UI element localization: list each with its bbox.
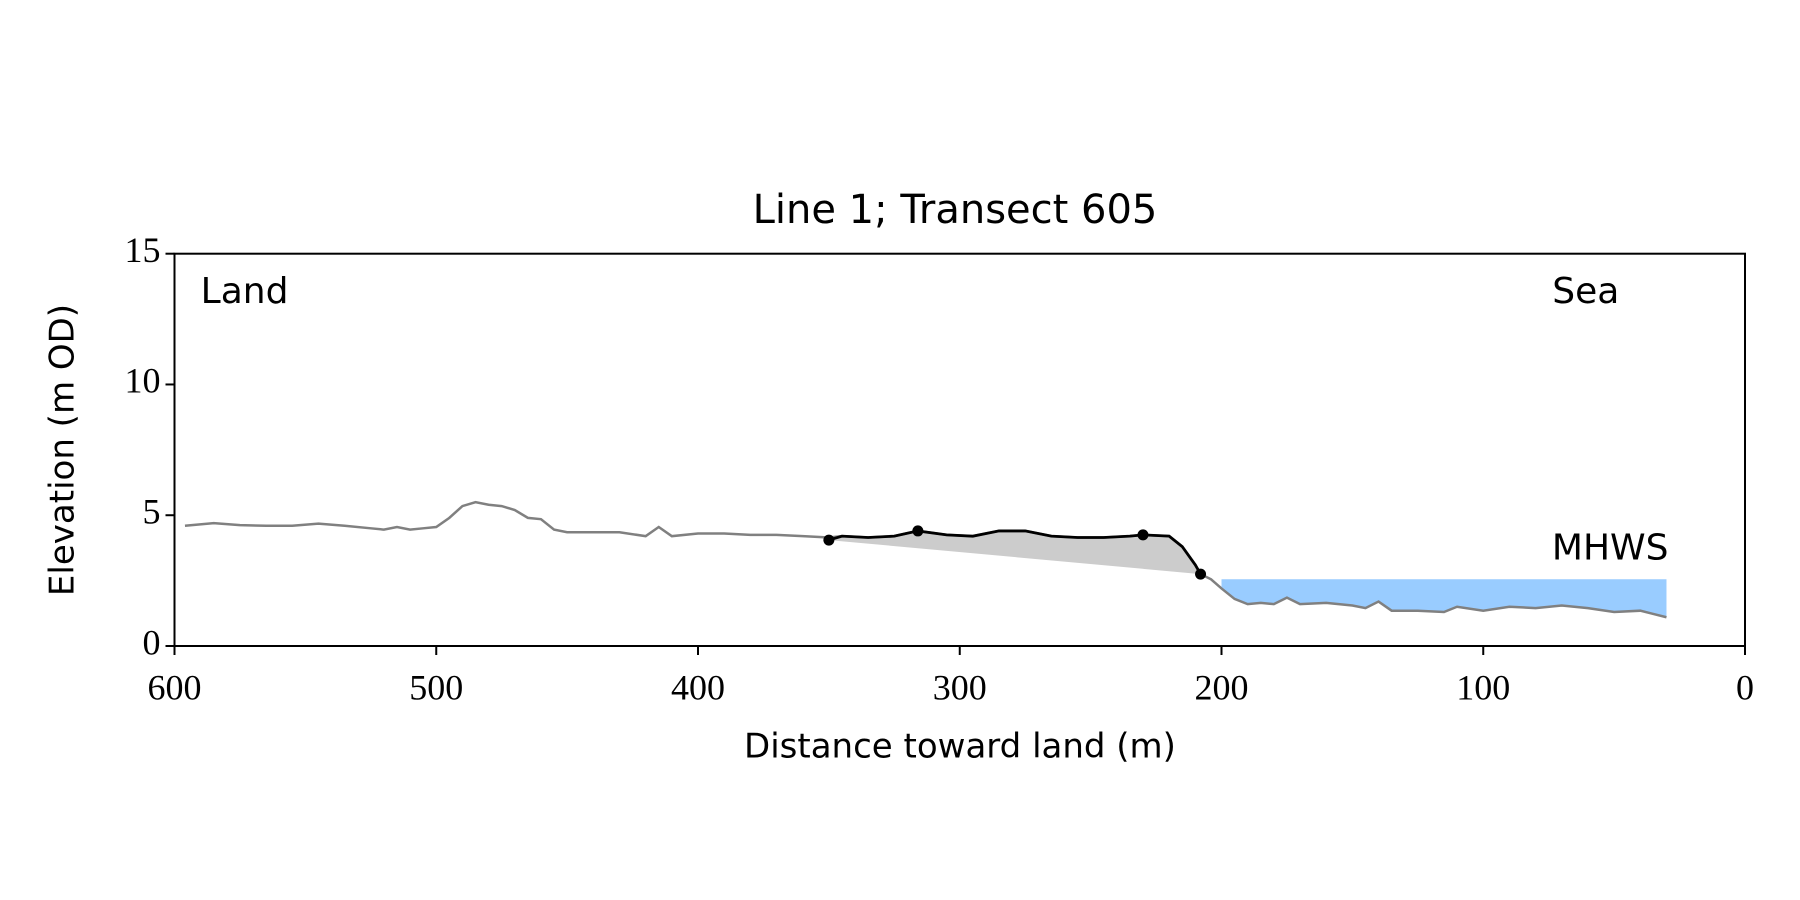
x-tick-label: 600 <box>148 667 202 707</box>
y-tick-label: 0 <box>143 622 161 662</box>
berm-fill <box>828 530 1201 575</box>
y-axis-label: Elevation (m OD) <box>43 304 83 596</box>
x-tick-label: 200 <box>1195 667 1249 707</box>
point <box>912 525 924 537</box>
y-tick-label: 15 <box>125 230 161 270</box>
annotation: Sea <box>1552 271 1619 312</box>
x-tick-label: 0 <box>1736 667 1754 707</box>
x-tick-label: 300 <box>933 667 987 707</box>
mhws-fill <box>1221 579 1667 618</box>
mhws-label: MHWS <box>1552 527 1669 568</box>
x-tick-label: 100 <box>1456 667 1510 707</box>
annotation: Land <box>201 271 289 312</box>
y-tick-label: 10 <box>125 361 161 401</box>
x-axis-label: Distance toward land (m) <box>744 727 1176 767</box>
point <box>1137 529 1149 541</box>
point <box>823 534 835 546</box>
point <box>1195 568 1207 580</box>
profile-line <box>828 529 1202 575</box>
y-tick-label: 5 <box>143 491 161 531</box>
chart-title: Line 1; Transect 605 <box>753 187 1158 233</box>
x-tick-label: 500 <box>409 667 463 707</box>
x-tick-label: 400 <box>671 667 725 707</box>
